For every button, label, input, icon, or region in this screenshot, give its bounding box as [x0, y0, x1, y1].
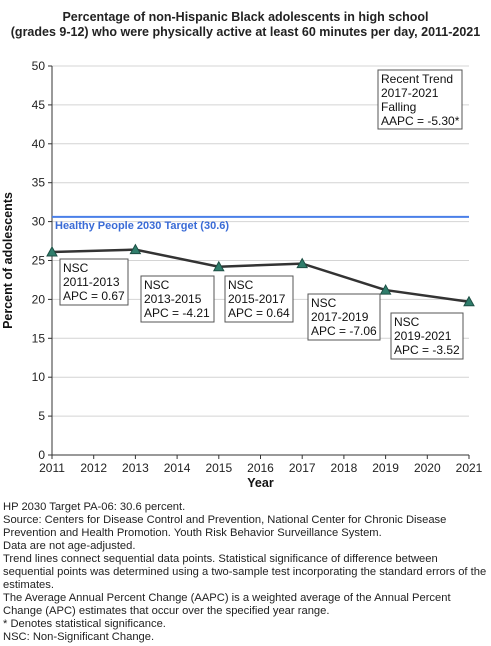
x-axis-title: Year [247, 476, 274, 490]
x-tick-label: 2012 [80, 461, 107, 475]
data-point [46, 245, 58, 257]
recent-trend-box-line: 2017-2021 [381, 86, 439, 100]
x-tick-label: 2011 [39, 461, 65, 475]
apc-annotation-line: NSC [311, 296, 337, 310]
x-tick-label: 2015 [205, 461, 232, 475]
chart-title-line-2: (grades 9-12) who were physically active… [10, 25, 481, 39]
apc-annotation-frame [140, 275, 215, 323]
apc-annotation-line: NSC [394, 315, 420, 329]
footnote-significance: * Denotes statistical significance. [3, 618, 166, 630]
data-point [379, 284, 392, 295]
line-chart: 0 5 10 15 20 25 30 35 40 45 50 2011 2012 2013 2014 2015… [1, 59, 483, 490]
x-tick-label: 2014 [164, 461, 191, 475]
y-tick-label: 30 [32, 215, 46, 229]
y-tick-label: 20 [32, 292, 46, 306]
x-tick-label: 2020 [414, 461, 441, 475]
y-tick-label: 50 [32, 59, 46, 73]
data-point [212, 260, 225, 272]
apc-annotation-line: 2019-2021 [394, 329, 452, 343]
footnote-aapc: The Average Annual Percent Change (AAPC)… [3, 592, 451, 617]
data-point [129, 243, 142, 255]
apc-annotation-line: APC = -7.06 [311, 324, 377, 338]
chart-title: Percentage of non-Hispanic Black adolesc… [0, 10, 491, 40]
footnote-source: Source: Centers for Disease Control and … [3, 514, 447, 539]
footnote-nsc: NSC: Non-Significant Change. [3, 631, 155, 643]
footnotes: HP 2030 Target PA-06: 30.6 percent. Sour… [3, 501, 489, 644]
recent-trend-box-line: Falling [381, 100, 416, 114]
y-tick-label: 10 [32, 370, 46, 384]
y-axis-title: Percent of adolescents [1, 192, 15, 329]
apc-annotation-line: NSC [228, 278, 254, 292]
chart-title-line-1: Percentage of non-Hispanic Black adolesc… [62, 10, 429, 24]
data-point [296, 257, 309, 269]
footnote-target: HP 2030 Target PA-06: 30.6 percent. [3, 501, 186, 513]
x-tick-label: 2018 [331, 461, 358, 475]
apc-annotation-frame [59, 258, 129, 306]
apc-annotation-line: APC = -3.52 [394, 343, 460, 357]
footnote-trend-lines: Trend lines connect sequential data poin… [3, 553, 487, 591]
y-tick-label: 35 [32, 176, 46, 190]
apc-annotation-line: 2011-2013 [63, 275, 120, 289]
y-tick-label: 40 [32, 137, 46, 151]
y-tick-label: 25 [32, 254, 46, 268]
axes: 0 5 10 15 20 25 30 35 40 45 50 2011 2012 2013 2014 2015… [1, 59, 483, 490]
x-tick-label: 2013 [122, 461, 149, 475]
target-label: Healthy People 2030 Target (30.6) [55, 220, 229, 232]
apc-annotation-line: NSC [144, 278, 170, 292]
recent-trend-box-frame [377, 69, 463, 130]
target-line-group: Healthy People 2030 Target (30.6) [52, 215, 469, 232]
apc-annotation-line: APC = 0.64 [228, 306, 290, 320]
data-point [463, 295, 475, 307]
y-tick-label: 0 [38, 448, 45, 462]
footnote-age-adjusted: Data are not age-adjusted. [3, 540, 136, 552]
apc-annotation-line: NSC [63, 261, 89, 275]
apc-annotation-line: 2015-2017 [228, 292, 286, 306]
apc-annotation-frame [307, 293, 381, 341]
y-tick-label: 15 [32, 331, 46, 345]
apc-annotation-frame [224, 275, 294, 323]
x-tick-label: 2017 [289, 461, 316, 475]
y-tick-label: 45 [32, 98, 46, 112]
y-tick-label: 5 [38, 409, 45, 423]
apc-annotation-line: 2017-2019 [311, 310, 369, 324]
recent-trend-box-line: Recent Trend [381, 72, 453, 86]
data-series [46, 243, 475, 307]
x-tick-label: 2016 [247, 461, 274, 475]
apc-annotation-line: APC = -4.21 [144, 306, 210, 320]
apc-annotation-frame [390, 312, 464, 360]
apc-annotation-line: APC = 0.67 [63, 289, 125, 303]
x-tick-label: 2021 [456, 461, 483, 475]
recent-trend-box-line: AAPC = -5.30* [381, 114, 460, 128]
gridlines [52, 65, 469, 456]
x-tick-label: 2019 [372, 461, 399, 475]
series-line [51, 248, 470, 303]
apc-annotation-line: 2013-2015 [144, 292, 202, 306]
